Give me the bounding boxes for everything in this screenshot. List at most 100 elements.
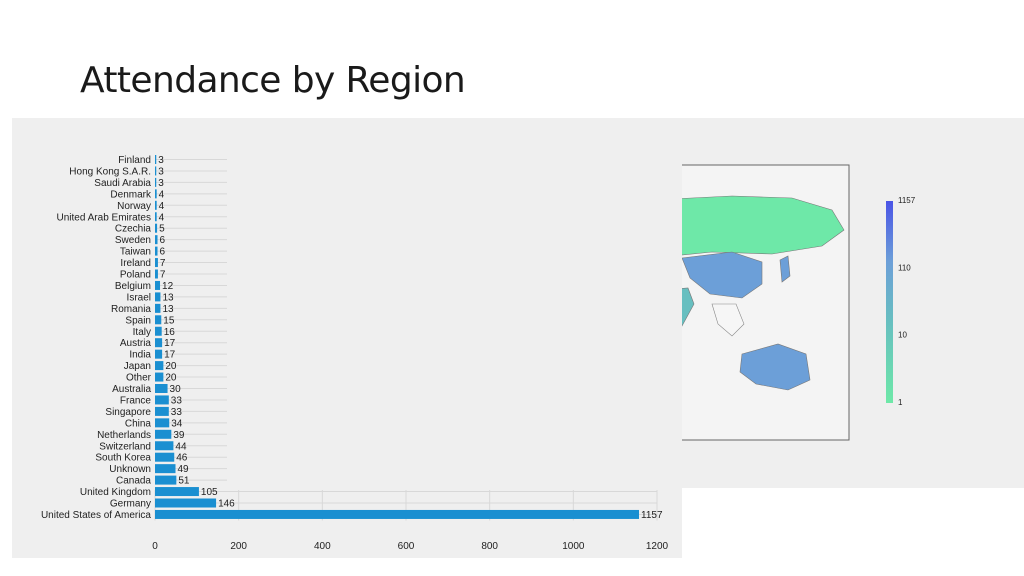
value-label: 13	[162, 304, 174, 315]
category-label: United States of America	[41, 510, 151, 521]
bar	[155, 212, 157, 222]
bar	[155, 338, 163, 348]
bar	[155, 246, 158, 256]
value-label: 7	[160, 270, 166, 281]
bar	[155, 166, 157, 176]
value-label: 20	[165, 373, 177, 384]
category-label: Israel	[127, 292, 151, 303]
category-label: Saudi Arabia	[94, 178, 151, 189]
colorbar	[886, 201, 893, 403]
value-label: 3	[158, 166, 164, 177]
value-label: 3	[158, 155, 164, 166]
map-region-southeast-asia	[711, 303, 745, 337]
bar-chart-panel: Finland 3 Hong Kong S.A.R. 3 Saudi Arabia 3 De…	[12, 118, 682, 558]
colorbar-tick-label: 1	[898, 398, 903, 407]
value-label: 46	[176, 453, 188, 464]
bar	[155, 235, 158, 245]
bar	[155, 395, 169, 405]
value-label: 6	[160, 247, 166, 258]
category-label: Singapore	[105, 407, 151, 418]
category-label: India	[129, 350, 151, 361]
value-label: 146	[218, 499, 235, 510]
x-tick-label: 0	[152, 541, 158, 552]
value-label: 44	[175, 441, 187, 452]
category-label: Norway	[117, 201, 151, 212]
bar	[155, 384, 168, 393]
category-label: United Kingdom	[80, 487, 151, 498]
bar	[155, 280, 161, 290]
bar	[155, 258, 158, 268]
x-tick-label: 1000	[562, 541, 585, 552]
category-label: Ireland	[120, 258, 151, 269]
category-label: Belgium	[115, 281, 151, 292]
value-label: 20	[165, 361, 177, 372]
colorbar-tick-label: 1157	[898, 196, 916, 205]
value-label: 4	[159, 212, 165, 223]
category-label: Hong Kong S.A.R.	[69, 166, 151, 177]
bar	[155, 429, 172, 439]
x-tick-labels: 0 200 400 600 800 1000 1200	[152, 541, 668, 552]
category-label: Italy	[133, 327, 151, 338]
value-label: 105	[201, 487, 218, 498]
slide-title: Attendance by Region	[80, 60, 466, 101]
category-label: Unknown	[109, 464, 151, 475]
category-label: China	[125, 418, 152, 429]
colorbar-tick-label: 110	[898, 263, 911, 272]
category-label: Austria	[120, 338, 152, 349]
x-tick-label: 200	[230, 541, 247, 552]
value-label: 4	[159, 189, 165, 200]
category-label: Sweden	[115, 235, 151, 246]
bar	[155, 269, 158, 279]
bar	[155, 487, 199, 497]
bar	[155, 303, 161, 313]
value-label: 12	[162, 281, 174, 292]
category-label: United Arab Emirates	[57, 212, 152, 223]
value-label: 15	[163, 315, 175, 326]
category-label: Switzerland	[99, 441, 151, 452]
category-label: Germany	[110, 499, 151, 510]
value-label: 30	[170, 384, 182, 395]
bar	[155, 406, 169, 416]
category-label: South Korea	[95, 453, 151, 464]
x-tick-label: 400	[314, 541, 331, 552]
map-region-china	[681, 251, 763, 299]
category-label: Canada	[116, 476, 151, 487]
value-label: 7	[160, 258, 166, 269]
value-label: 6	[160, 235, 166, 246]
x-tick-label: 800	[481, 541, 498, 552]
value-label: 33	[171, 407, 183, 418]
value-label: 4	[159, 201, 165, 212]
bar	[155, 498, 217, 508]
bar	[155, 418, 170, 428]
category-label: Netherlands	[97, 430, 151, 441]
bar	[155, 441, 174, 451]
category-label: Denmark	[110, 189, 152, 200]
value-label: 3	[158, 178, 164, 189]
bars: Finland 3 Hong Kong S.A.R. 3 Saudi Arabia 3 De…	[41, 155, 663, 521]
value-label: 13	[162, 292, 174, 303]
value-label: 17	[164, 338, 176, 349]
value-label: 16	[164, 327, 176, 338]
value-label: 51	[178, 476, 190, 487]
value-label: 17	[164, 350, 176, 361]
category-label: Finland	[118, 155, 151, 166]
category-label: Taiwan	[120, 247, 151, 258]
map-region-japan	[779, 255, 791, 283]
bar	[155, 177, 157, 187]
value-label: 1157	[641, 510, 663, 521]
bar	[155, 464, 176, 474]
bar	[155, 292, 161, 302]
bar	[155, 223, 158, 233]
category-label: Czechia	[115, 224, 152, 235]
value-label: 5	[159, 224, 165, 235]
bar	[155, 509, 640, 519]
category-label: Japan	[124, 361, 151, 372]
bar	[155, 189, 157, 199]
bar	[155, 475, 177, 485]
category-label: Spain	[125, 315, 151, 326]
category-label: France	[120, 395, 152, 406]
category-label: Poland	[120, 270, 151, 281]
bar	[155, 326, 162, 336]
map-region-australia	[739, 343, 811, 391]
category-label: Australia	[112, 384, 151, 395]
